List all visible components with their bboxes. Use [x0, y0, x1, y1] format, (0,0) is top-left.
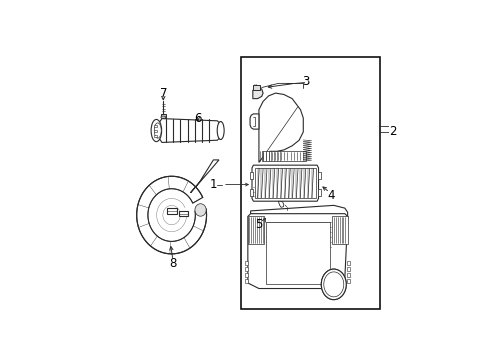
Bar	[241, 57, 379, 309]
Polygon shape	[259, 93, 303, 162]
Text: 7: 7	[159, 87, 167, 100]
Polygon shape	[249, 114, 259, 129]
Ellipse shape	[323, 272, 343, 297]
Polygon shape	[155, 118, 220, 143]
Bar	[346, 273, 350, 277]
Bar	[247, 216, 264, 244]
Bar	[244, 279, 248, 283]
Bar	[346, 279, 350, 283]
Bar	[265, 222, 329, 284]
Bar	[332, 216, 347, 244]
Polygon shape	[250, 205, 347, 222]
Polygon shape	[278, 201, 284, 207]
Bar	[346, 267, 350, 271]
Bar	[244, 273, 248, 277]
Bar	[154, 135, 157, 138]
Text: 3: 3	[302, 75, 309, 88]
Bar	[160, 114, 166, 118]
Ellipse shape	[154, 123, 161, 138]
Text: 2: 2	[388, 125, 396, 138]
Text: 1: 1	[209, 178, 217, 191]
Ellipse shape	[321, 269, 346, 300]
Bar	[346, 261, 350, 265]
Bar	[154, 130, 157, 132]
Polygon shape	[252, 87, 263, 99]
Bar	[261, 151, 305, 161]
PathPatch shape	[137, 176, 206, 254]
Polygon shape	[178, 211, 188, 216]
Polygon shape	[166, 208, 176, 214]
Bar	[244, 261, 248, 265]
Text: 8: 8	[169, 257, 176, 270]
Bar	[317, 189, 320, 195]
Text: 5: 5	[255, 218, 262, 231]
Ellipse shape	[321, 269, 346, 300]
Polygon shape	[251, 165, 318, 201]
Text: 6: 6	[194, 112, 201, 125]
Bar	[244, 267, 248, 271]
Ellipse shape	[151, 120, 162, 141]
Bar	[249, 172, 252, 179]
Polygon shape	[190, 160, 219, 193]
Ellipse shape	[217, 122, 224, 140]
Bar	[253, 85, 260, 90]
Text: 4: 4	[326, 189, 334, 202]
Bar	[154, 125, 157, 127]
Polygon shape	[247, 214, 347, 288]
Bar	[249, 189, 252, 195]
Polygon shape	[254, 168, 315, 198]
Ellipse shape	[195, 204, 206, 216]
Bar	[317, 172, 320, 179]
Ellipse shape	[161, 116, 165, 118]
